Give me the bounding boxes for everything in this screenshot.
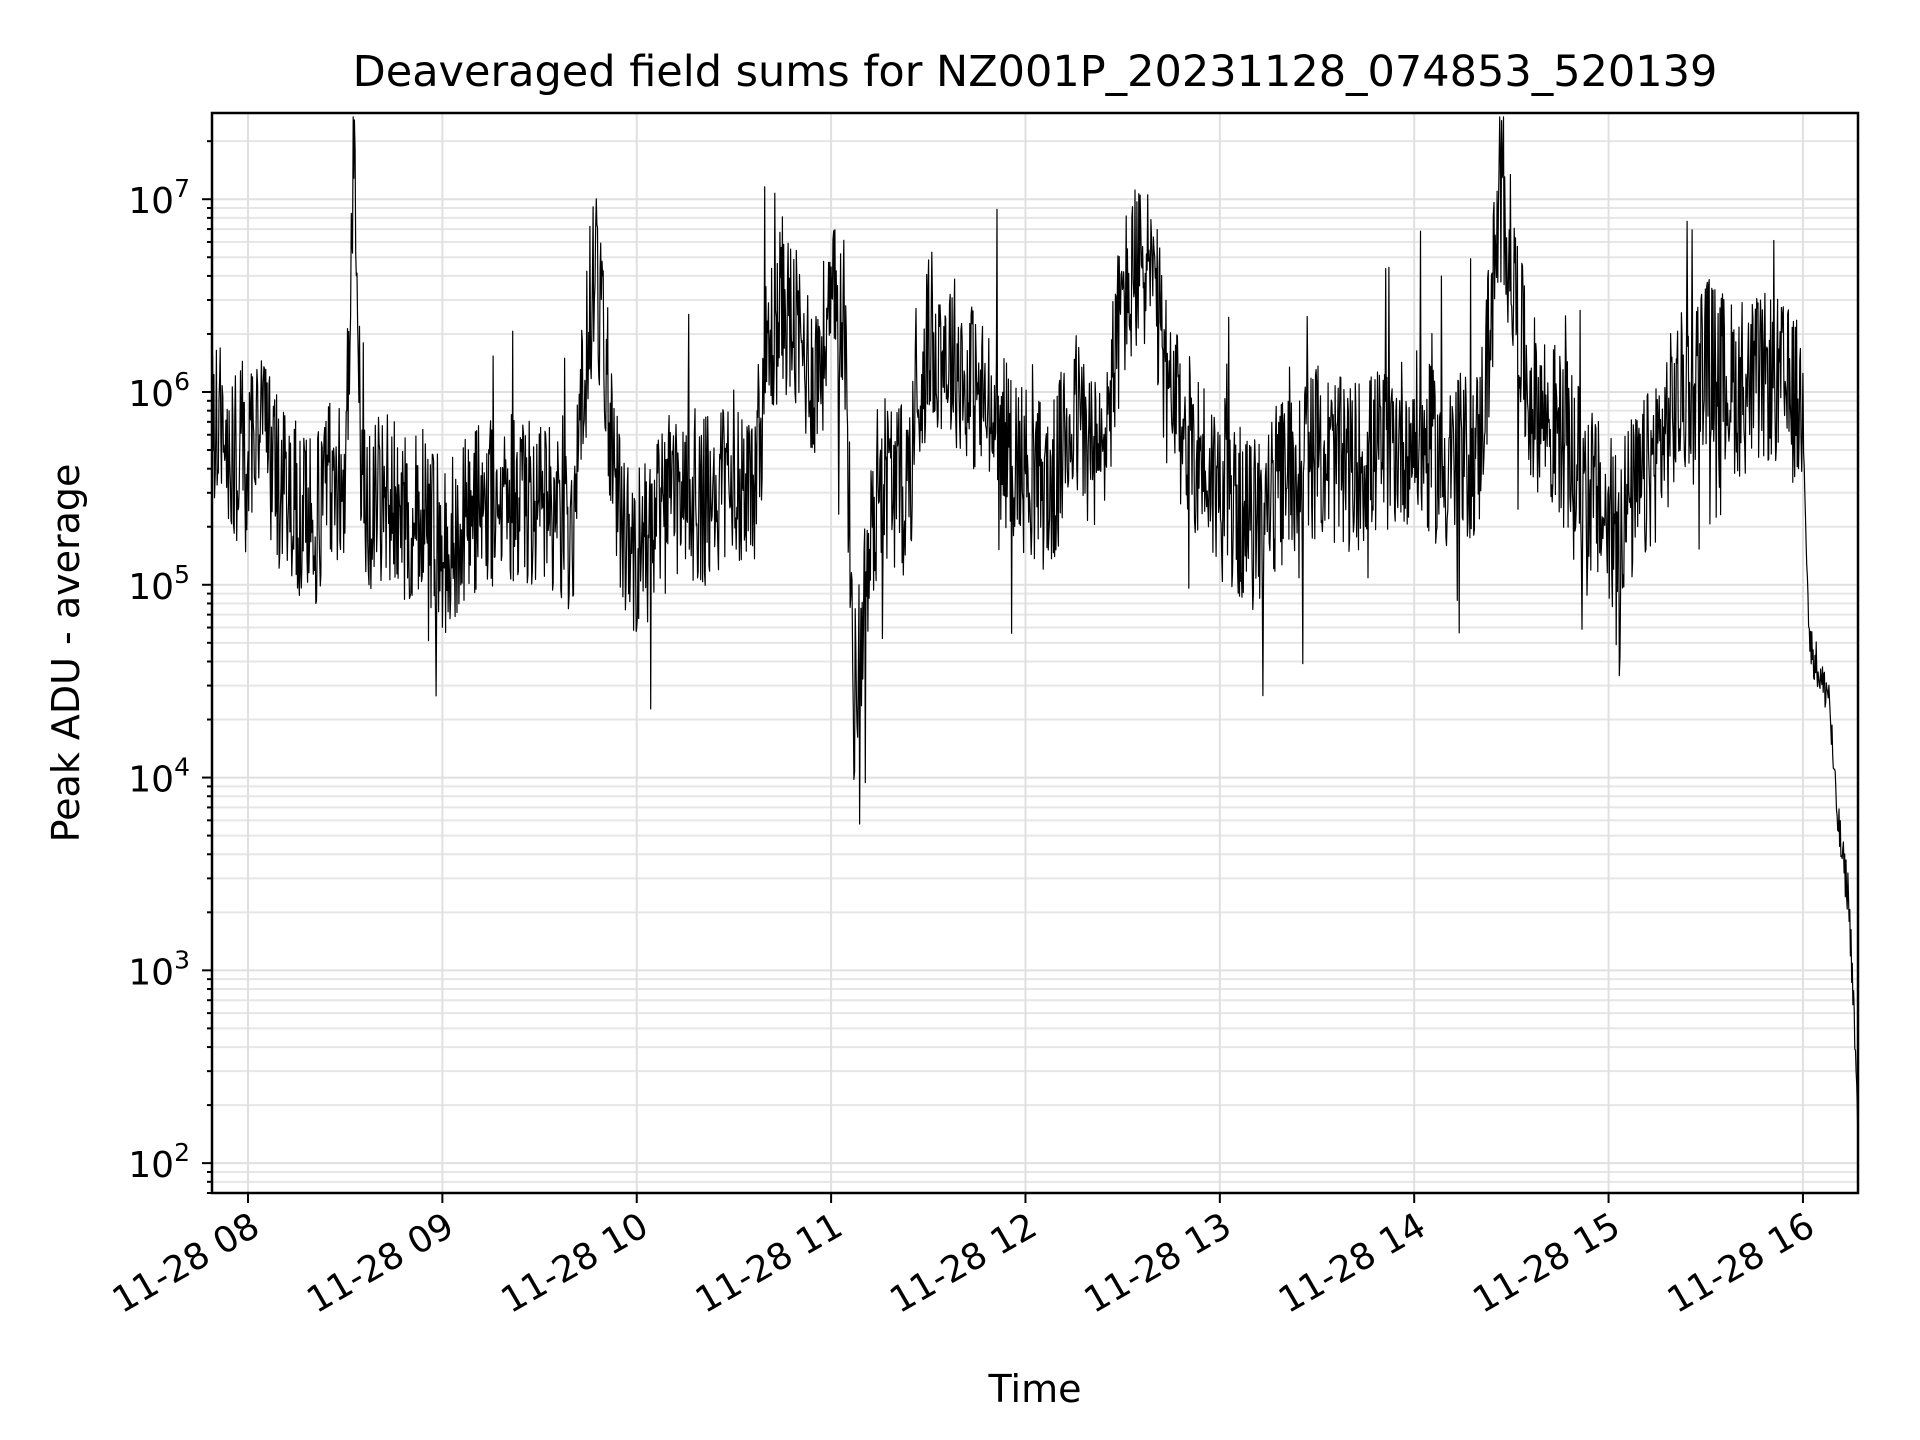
grid — [212, 113, 1858, 1194]
series-layer — [211, 116, 1859, 1149]
y-tick-label: 103 — [128, 945, 190, 993]
series-line — [211, 116, 1859, 1149]
y-tick-label: 106 — [128, 367, 190, 415]
chart-title: Deaveraged field sums for NZ001P_2023112… — [353, 47, 1718, 97]
x-axis-label: Time — [988, 1367, 1082, 1411]
y-tick-label: 102 — [128, 1138, 190, 1186]
plot-frame — [210, 111, 1860, 1195]
y-axis-label: Peak ADU - average — [44, 464, 88, 843]
y-tick-label: 107 — [128, 174, 190, 222]
y-tick-label: 104 — [128, 753, 190, 801]
y-tick-label: 105 — [128, 560, 190, 608]
